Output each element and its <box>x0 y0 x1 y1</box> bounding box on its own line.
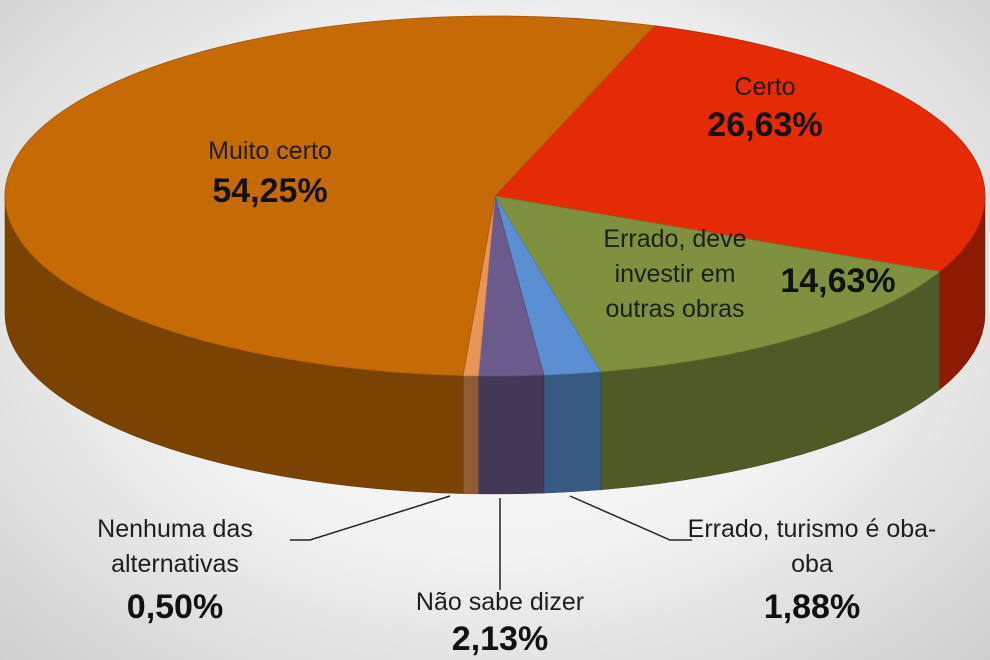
slice <box>4 15 656 377</box>
value-label: 0,50% <box>126 588 224 626</box>
value-label: 1,88% <box>763 588 861 626</box>
leader-line <box>569 495 692 541</box>
value-label: 14,63% <box>780 262 896 300</box>
value-label: 54,25% <box>212 172 328 210</box>
value-label: 2,13% <box>451 620 549 658</box>
slice-side <box>543 371 602 494</box>
slice-label: Muito certo <box>208 137 332 165</box>
slice-label: Nenhuma das alternativas <box>97 515 253 578</box>
slice-label: Não sabe dizer <box>415 588 585 616</box>
slice <box>494 25 986 273</box>
slice-side <box>478 374 545 495</box>
slice-label: Errado, turismo é oba-oba <box>687 515 937 578</box>
value-label: 26,63% <box>707 106 823 144</box>
slice <box>494 195 941 373</box>
slice-side <box>462 375 479 495</box>
slice-label: Certo <box>734 73 796 101</box>
slice-label: Errado, deve investir em outras obras <box>603 225 747 323</box>
leader-line <box>290 495 451 541</box>
